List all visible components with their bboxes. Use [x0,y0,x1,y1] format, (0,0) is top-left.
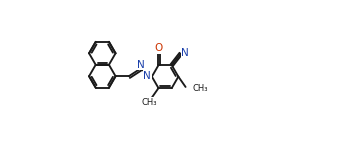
Text: O: O [154,43,163,53]
Text: N: N [137,60,144,70]
Text: CH₃: CH₃ [142,97,157,107]
Text: CH₃: CH₃ [193,84,208,93]
Text: N: N [143,71,151,81]
Text: N: N [181,48,189,58]
